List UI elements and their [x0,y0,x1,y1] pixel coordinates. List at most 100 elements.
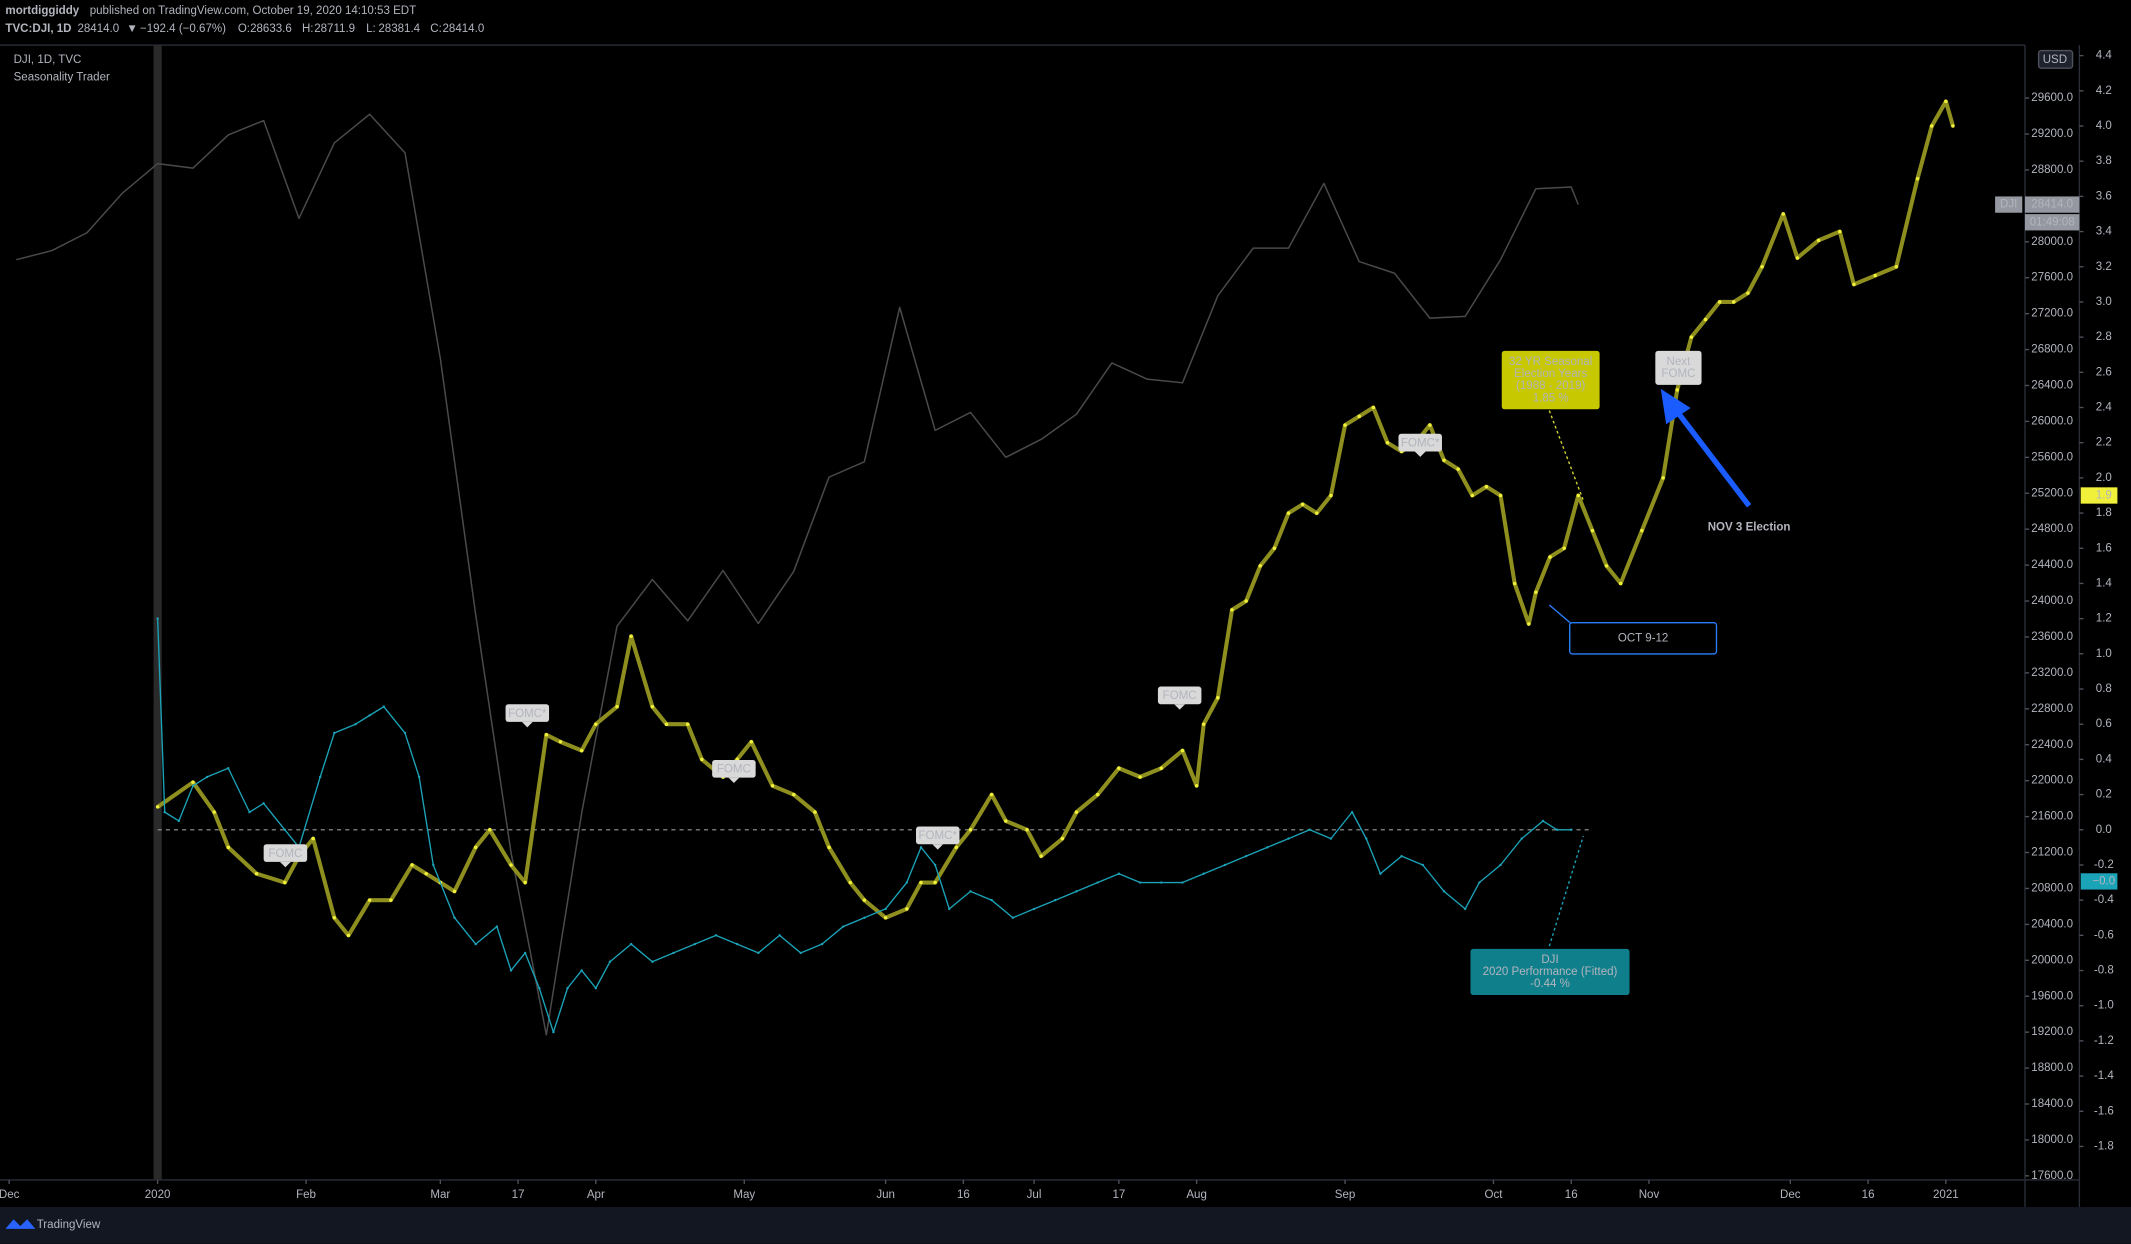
series-point [579,748,584,753]
series-point [1534,590,1538,595]
fomc-box [1398,433,1442,452]
header-ohlc-item: L: [366,23,376,35]
series-point [969,890,972,893]
y2-tick-label: -1.8 [2094,1141,2114,1153]
y-tick-label: 17600.0 [2031,1170,2073,1182]
y2-tick-label: 0.2 [2096,789,2112,801]
y-tick-label: 25600.0 [2031,451,2073,463]
y-tick-label: 20800.0 [2031,882,2073,894]
series-point [254,871,259,876]
series-point [1838,229,1842,234]
y-tick-label: 23200.0 [2031,667,2073,679]
series-point [1541,819,1545,823]
x-tick-label: 17 [512,1189,525,1201]
series-point [1075,890,1078,893]
series-point [1562,546,1566,551]
series-point [1371,405,1376,410]
series-point [820,942,824,946]
y-tick-label: 19200.0 [2031,1026,2073,1038]
header-arrow: ▼ [126,23,137,35]
next-fomc-box [1655,350,1702,385]
series-point [1286,511,1291,515]
y-tick-label: 23600.0 [2031,631,2073,643]
series-point [1400,854,1403,858]
y-tick-label: 24400.0 [2031,559,2073,571]
y-tick-label: 20400.0 [2031,918,2073,930]
fomc-box [916,826,960,845]
series-point [1300,502,1305,507]
y-tick-label: 24800.0 [2031,523,2073,535]
series-point [862,898,867,902]
series-point [452,889,457,894]
series-point [1478,881,1481,884]
series-point [735,942,739,946]
series-point [990,898,993,902]
series-point [770,784,775,788]
series-point [544,732,549,737]
series-point [1117,872,1121,875]
series-point [205,775,209,779]
series-point [1385,440,1390,445]
series-point [968,828,973,832]
series-point [318,775,322,779]
y-tick-label: 21600.0 [2031,811,2073,823]
header-ohlc: O: 28633.6 H: 28711.9 L: 28381.4 C: 28414.0 [238,23,484,35]
series-point [1760,264,1764,269]
y-tick-label: 29600.0 [2031,92,2073,104]
series-point [1520,837,1523,840]
series-point [474,942,477,946]
y2-tick-label: 2.6 [2096,366,2112,378]
y2-tick-label: 3.8 [2096,155,2112,167]
y-tick-label: 18800.0 [2031,1062,2073,1074]
series-point [714,934,718,937]
y2-tick-label: 3.0 [2096,296,2112,308]
series-point [905,907,909,911]
series-point [1074,810,1079,814]
series-point [1512,581,1517,586]
fomc-pointer [932,844,944,850]
countdown: 01:49:08 [2030,216,2075,228]
x-tick-label: Dec [0,1189,20,1201]
series-point [1795,256,1800,260]
series-point [354,722,357,726]
series-point [283,880,287,885]
x-tick-label: Oct [1484,1189,1503,1201]
header-user: mortdiggiddy [5,5,79,17]
series-point [1117,766,1121,770]
series-point [757,951,760,955]
series-point [1244,599,1248,603]
y2-tick-label: -1.6 [2094,1105,2114,1117]
series-point [156,617,159,620]
series-point [1590,528,1595,533]
series-point [1258,564,1262,568]
y-tick-label: 24000.0 [2031,595,2073,607]
x-tick-label: Nov [1639,1189,1660,1201]
series-point [432,863,435,867]
fomc-box [505,704,550,722]
series-point [848,880,853,885]
y2-tick-label: 1.8 [2096,507,2112,519]
y2-tick-label: 2.4 [2096,402,2113,414]
series-point [672,951,675,955]
price-tag-label: 28414.0 [2031,199,2073,211]
series-point [1343,423,1347,427]
series-line [16,113,1579,1036]
series-point [1951,124,1955,128]
series-point [883,915,888,920]
x-tick-label: 2021 [1933,1189,1959,1201]
series-point [283,828,287,831]
arrow-head [1660,388,1691,425]
series-point [1379,872,1382,875]
y2-tick-label: -0.8 [2094,965,2114,977]
x-tick-label: 2020 [145,1189,171,1201]
y2-tick-label: 1.0 [2096,648,2112,660]
performance-note-text: DJI [1541,954,1558,966]
series-point [1781,212,1786,216]
series-point [1329,837,1333,840]
x-tick-label: 16 [957,1189,970,1201]
series-point [693,942,697,946]
series-point [1201,722,1206,726]
y2-tick-label: -1.4 [2094,1070,2114,1082]
seasonal-note-text: 1.85 % [1533,392,1569,404]
